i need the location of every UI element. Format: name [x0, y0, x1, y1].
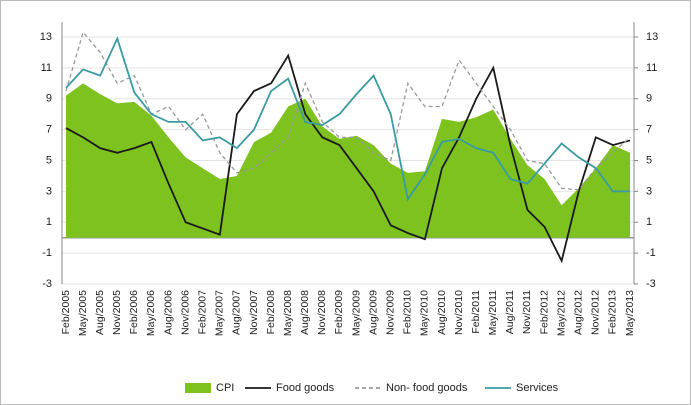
- x-tick-label: Aug/2010: [436, 290, 448, 335]
- legend-label: Non- food goods: [386, 382, 468, 394]
- x-tick-label: Nov/2007: [248, 290, 260, 335]
- y2-tick-label: 3: [646, 185, 652, 197]
- x-tick-label: Aug/2011: [504, 290, 516, 334]
- x-tick-label: May/2008: [282, 290, 294, 336]
- x-tick-label: May/2013: [624, 290, 636, 336]
- x-tick-label: May/2012: [555, 290, 567, 336]
- y2-tick-label: -3: [646, 278, 656, 290]
- y-tick-label: 5: [46, 154, 52, 166]
- x-tick-label: Feb/2006: [128, 290, 140, 335]
- x-tick-label: May/2009: [350, 290, 362, 336]
- y2-tick-label: 7: [646, 124, 652, 136]
- x-tick-label: Aug/2012: [573, 290, 585, 335]
- x-tick-label: May/2010: [419, 290, 431, 336]
- y2-tick-label: 11: [646, 62, 657, 74]
- y-tick-label: -3: [42, 278, 52, 290]
- y2-tick-label: 13: [646, 31, 658, 43]
- x-tick-label: Nov/2005: [111, 290, 123, 335]
- x-tick-label: Nov/2012: [590, 290, 602, 335]
- x-tick-label: Feb/2008: [265, 290, 277, 335]
- y2-tick-label: -1: [646, 247, 656, 259]
- y-tick-label: 1: [46, 216, 52, 228]
- x-tick-label: Feb/2012: [538, 290, 550, 335]
- y2-tick-label: 1: [646, 216, 652, 228]
- y-tick-label: -1: [42, 247, 52, 259]
- x-tick-label: Nov/2006: [179, 290, 191, 335]
- series-line: [65, 36, 630, 202]
- y2-tick-label: 9: [646, 93, 652, 105]
- x-tick-label: May/2011: [487, 290, 499, 335]
- x-tick-label: Aug/2006: [162, 290, 174, 335]
- x-tick-label: May/2007: [214, 290, 226, 336]
- y-tick-label: 13: [40, 31, 52, 43]
- x-tick-label: Aug/2008: [299, 290, 311, 335]
- x-tick-label: Feb/2009: [333, 290, 345, 335]
- x-tick-label: Feb/2010: [402, 290, 414, 335]
- x-tick-label: Feb/2011: [470, 290, 482, 334]
- y-tick-label: 11: [41, 62, 52, 74]
- y2-tick-label: 5: [646, 154, 652, 166]
- cpi-area: [66, 83, 630, 238]
- legend-label: Food goods: [276, 382, 335, 394]
- y-tick-label: 7: [46, 124, 52, 136]
- x-tick-label: May/2006: [145, 290, 157, 336]
- legend-label: CPI: [216, 382, 234, 394]
- y-tick-label: 9: [46, 93, 52, 105]
- series-line: [65, 53, 631, 264]
- x-tick-label: Feb/2013: [607, 290, 619, 335]
- x-tick-label: Nov/2011: [521, 290, 533, 334]
- x-tick-label: Aug/2009: [367, 290, 379, 335]
- x-tick-label: Nov/2008: [316, 290, 328, 335]
- legend-label: Services: [516, 382, 559, 394]
- x-tick-label: May/2005: [77, 290, 89, 336]
- x-tick-label: Aug/2005: [94, 290, 106, 335]
- x-tick-label: Aug/2007: [231, 290, 243, 335]
- x-tick-label: Feb/2005: [60, 290, 72, 335]
- x-tick-label: Feb/2007: [197, 290, 209, 335]
- x-tick-label: Nov/2009: [385, 290, 397, 335]
- y-tick-label: 3: [46, 185, 52, 197]
- legend-swatch: [185, 383, 211, 393]
- x-tick-label: Nov/2010: [453, 290, 465, 335]
